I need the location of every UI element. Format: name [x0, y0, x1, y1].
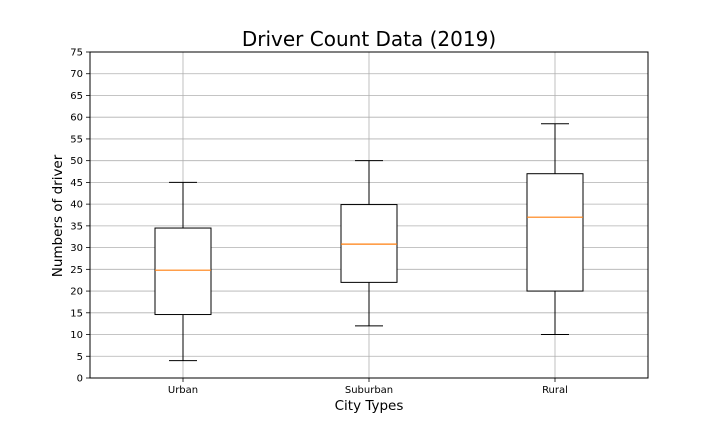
y-tick-label: 15: [70, 308, 83, 319]
iqr-box: [154, 227, 212, 316]
box-series: [154, 123, 584, 362]
y-tick-label: 0: [77, 374, 83, 385]
y-tick-label: 25: [70, 265, 83, 276]
y-tick-label: 10: [70, 330, 83, 341]
box-urban: [154, 181, 212, 362]
x-axis-label: City Types: [335, 398, 404, 414]
y-tick-label: 75: [70, 48, 83, 59]
y-tick-label: 5: [77, 352, 83, 363]
x-tick-label: Urban: [168, 385, 198, 396]
chart-title: Driver Count Data (2019): [242, 27, 496, 51]
y-tick-label: 70: [70, 69, 83, 80]
y-tick-label: 55: [70, 134, 83, 145]
y-tick-label: 60: [70, 113, 83, 124]
y-tick-label: 65: [70, 91, 83, 102]
y-tick-label: 50: [70, 156, 83, 167]
y-tick-label: 30: [70, 243, 83, 254]
x-tick-label: Rural: [542, 385, 568, 396]
y-tick-label: 45: [70, 178, 83, 189]
x-tick-label: Suburban: [345, 385, 393, 396]
y-axis-ticks: 0 5 10 15 20 25 30 35 40 45 50 55 60 65 70 75: [70, 48, 90, 385]
x-axis-ticks: Urban Suburban Rural: [168, 378, 568, 396]
y-axis-label: Numbers of driver: [50, 154, 66, 277]
box-suburban: [340, 160, 398, 327]
y-tick-label: 40: [70, 200, 83, 211]
box-rural: [526, 123, 584, 336]
iqr-box: [526, 173, 584, 292]
iqr-box: [340, 204, 398, 283]
y-tick-label: 20: [70, 287, 83, 298]
y-tick-label: 35: [70, 221, 83, 232]
